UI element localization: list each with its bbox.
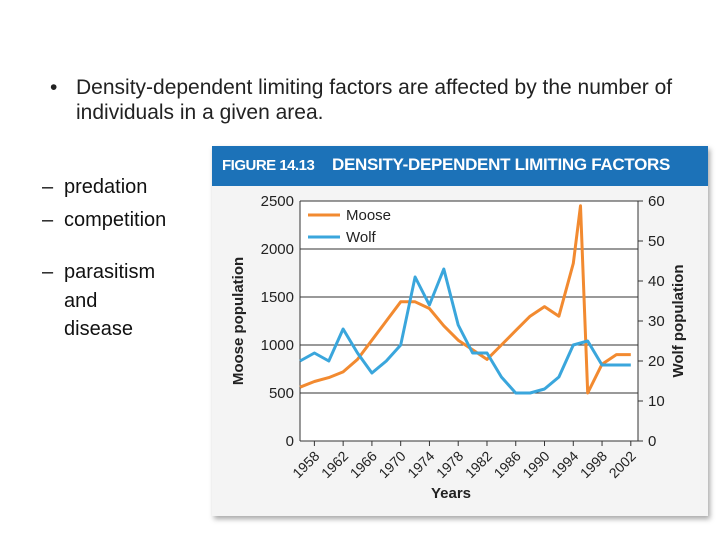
y-right-tick-label: 40 bbox=[648, 273, 665, 290]
y-right-tick-label: 10 bbox=[648, 393, 665, 410]
y-right-tick-label: 60 bbox=[648, 193, 665, 210]
x-tick-label: 1978 bbox=[433, 448, 466, 481]
x-tick-label: 1998 bbox=[577, 448, 610, 481]
legend-label: Wolf bbox=[346, 229, 377, 246]
figure-label: FIGURE 14.13 bbox=[222, 157, 315, 174]
x-tick-label: 1990 bbox=[519, 448, 552, 481]
x-tick-label: 1958 bbox=[289, 448, 322, 481]
sub-text: predation bbox=[64, 176, 148, 198]
y-right-tick-label: 20 bbox=[648, 353, 665, 370]
y-left-tick-label: 2000 bbox=[261, 241, 294, 258]
y-left-tick-label: 1000 bbox=[261, 337, 294, 354]
y-left-tick-label: 500 bbox=[269, 385, 294, 402]
y-left-tick-label: 1500 bbox=[261, 289, 294, 306]
y-left-axis-title: Moose population bbox=[230, 257, 247, 385]
y-right-tick-label: 30 bbox=[648, 313, 665, 330]
sub-text: and disease bbox=[64, 290, 133, 340]
bullet-text: Density-dependent limiting factors are a… bbox=[76, 76, 673, 124]
x-tick-label: 1994 bbox=[548, 448, 581, 481]
figure-title: DENSITY-DEPENDENT LIMITING FACTORS bbox=[332, 155, 671, 174]
x-tick-label: 2002 bbox=[606, 448, 639, 481]
chart: 0500100015002000250001020304050601958196… bbox=[230, 193, 687, 502]
y-left-tick-label: 2500 bbox=[261, 193, 294, 210]
x-tick-label: 1982 bbox=[462, 448, 495, 481]
x-tick-label: 1970 bbox=[375, 448, 408, 481]
figure-panel: FIGURE 14.13 DENSITY-DEPENDENT LIMITING … bbox=[212, 146, 708, 516]
x-tick-label: 1966 bbox=[347, 448, 380, 481]
sub-text: parasitism bbox=[64, 261, 156, 283]
x-tick-label: 1986 bbox=[491, 448, 524, 481]
sub-marker: – bbox=[42, 261, 54, 283]
x-axis-title: Years bbox=[431, 485, 471, 502]
y-right-axis-title: Wolf population bbox=[670, 264, 687, 377]
bullet-marker: • bbox=[50, 76, 58, 99]
y-right-tick-label: 0 bbox=[648, 433, 656, 450]
y-left-tick-label: 0 bbox=[286, 433, 294, 450]
sub-text: competition bbox=[64, 209, 167, 231]
y-right-tick-label: 50 bbox=[648, 233, 665, 250]
legend-label: Moose bbox=[346, 207, 391, 224]
sub-marker: – bbox=[42, 209, 54, 231]
x-tick-label: 1974 bbox=[404, 448, 437, 481]
series-line-wolf bbox=[299, 267, 631, 395]
x-tick-label: 1962 bbox=[318, 448, 351, 481]
sub-marker: – bbox=[42, 176, 54, 198]
figure-header: FIGURE 14.13 DENSITY-DEPENDENT LIMITING … bbox=[212, 146, 708, 186]
